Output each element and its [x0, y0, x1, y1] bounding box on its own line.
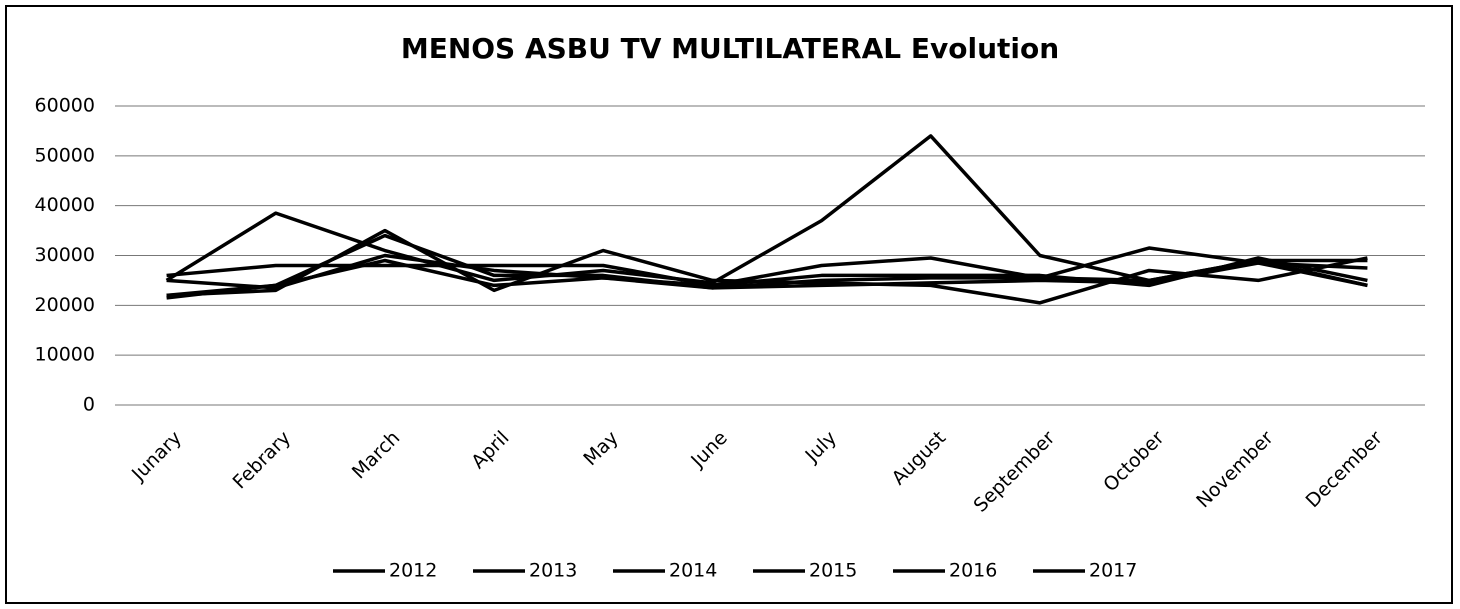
series-line — [166, 233, 1368, 300]
y-tick-label: 10000 — [35, 344, 95, 366]
y-tick-label: 50000 — [35, 144, 95, 166]
legend-label: 2015 — [809, 560, 857, 582]
legend-label: 2012 — [389, 560, 437, 582]
y-tick-label: 0 — [83, 394, 95, 416]
legend-label: 2014 — [669, 560, 717, 582]
y-tick-label: 20000 — [35, 294, 95, 316]
chart-border — [5, 5, 1453, 604]
legend-label: 2016 — [949, 560, 997, 582]
y-tick-label: 40000 — [35, 194, 95, 216]
y-tick-label: 30000 — [35, 244, 95, 266]
legend-label: 2017 — [1089, 560, 1137, 582]
chart-title: MENOS ASBU TV MULTILATERAL Evolution — [401, 32, 1059, 65]
y-tick-label: 60000 — [35, 95, 95, 117]
series-line — [166, 253, 1368, 290]
legend-label: 2013 — [529, 560, 577, 582]
